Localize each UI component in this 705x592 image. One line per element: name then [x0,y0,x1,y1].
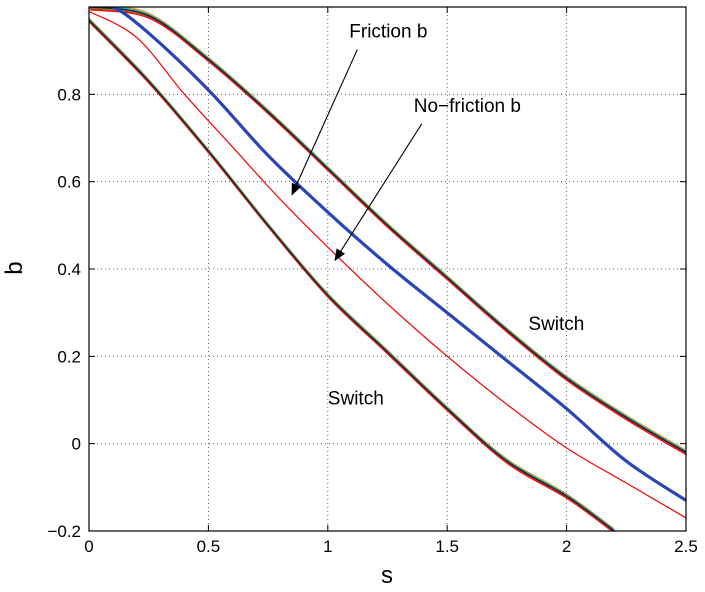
y-tick-label: 0 [72,435,81,454]
x-tick-label: 1.5 [435,537,459,556]
annotations: Friction b No−friction b Switch Switch [291,22,584,409]
y-tick-label: −0.2 [47,522,81,541]
x-axis-title: s [381,562,393,589]
grid [89,7,686,531]
x-tick-label: 0 [84,537,93,556]
y-tick-label: 0.4 [57,260,81,279]
annotation-label: Switch [528,314,584,335]
plot-background [89,7,686,531]
x-tick-label: 2.5 [674,537,698,556]
y-tick-label: 0.6 [57,173,81,192]
annotation-arrow [334,123,423,262]
x-tick-label: 2 [562,537,571,556]
x-tick-label: 0.5 [197,537,221,556]
annotation-label: No−friction b [414,96,521,117]
series-lines [89,7,686,531]
switch-band-stroke [90,8,686,456]
series-no-friction-b [89,10,686,519]
y-tick-label: 0.2 [57,347,81,366]
x-tick-label: 1 [323,537,332,556]
series-friction-b [89,7,686,502]
annotation-label: Switch [328,388,384,409]
y-axis-title: b [1,261,28,274]
ticks: 0 0.5 1 1.5 2 2.5−0.200.20.40.60.8 [47,7,698,556]
series-switch-upper [89,7,686,454]
series-switch-lower [89,19,615,531]
annotation-arrow [291,49,358,196]
y-tick-label: 0.8 [57,85,81,104]
annotation-label: Friction b [349,22,427,43]
